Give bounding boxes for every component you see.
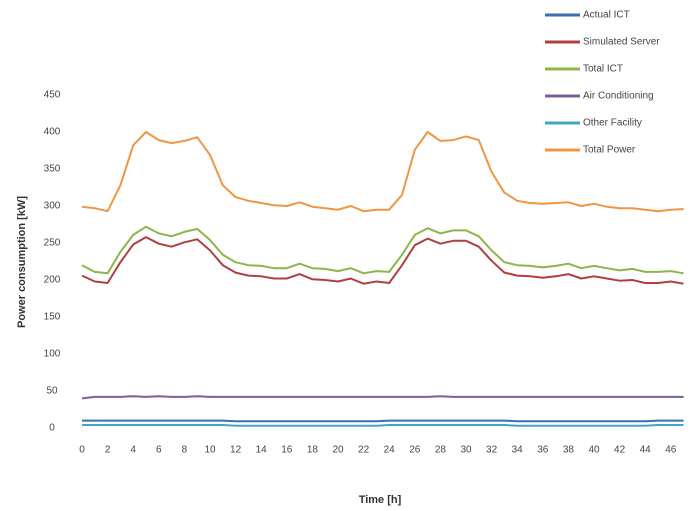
x-tick-label: 44: [640, 445, 652, 456]
x-tick-label: 42: [614, 445, 626, 456]
y-tick-label: 50: [46, 386, 58, 397]
x-tick-label: 30: [460, 445, 472, 456]
x-tick-label: 46: [665, 445, 677, 456]
legend-label: Actual ICT: [583, 10, 630, 21]
x-tick-label: 2: [105, 445, 111, 456]
y-tick-label: 300: [44, 201, 61, 212]
series-line: [82, 424, 684, 427]
y-tick-label: 150: [44, 312, 61, 323]
x-tick-label: 36: [537, 445, 549, 456]
x-tick-label: 20: [332, 445, 344, 456]
y-tick-label: 400: [44, 127, 61, 138]
x-tick-label: 32: [486, 445, 498, 456]
series-line: [81, 225, 684, 275]
y-tick-label: 0: [49, 423, 55, 434]
legend-label: Total Power: [583, 145, 636, 156]
y-tick-label: 100: [44, 349, 61, 360]
x-tick-label: 28: [435, 445, 447, 456]
y-tick-label: 250: [44, 238, 61, 249]
series-line: [81, 131, 684, 213]
x-tick-label: 14: [256, 445, 268, 456]
x-tick-label: 10: [204, 445, 216, 456]
y-axis-title: Power consumption [kW]: [16, 196, 28, 328]
x-tick-label: 8: [182, 445, 188, 456]
series-line: [81, 395, 684, 400]
x-tick-label: 40: [588, 445, 600, 456]
x-tick-label: 16: [281, 445, 293, 456]
legend-label: Air Conditioning: [583, 91, 654, 102]
x-tick-label: 24: [384, 445, 396, 456]
x-tick-label: 34: [512, 445, 524, 456]
x-tick-label: 26: [409, 445, 421, 456]
y-tick-label: 450: [44, 90, 61, 101]
x-tick-label: 6: [156, 445, 162, 456]
x-tick-label: 0: [79, 445, 85, 456]
series-line: [82, 419, 684, 423]
series-line: [81, 236, 684, 285]
y-tick-label: 350: [44, 164, 61, 175]
x-tick-label: 4: [130, 445, 136, 456]
legend-label: Total ICT: [583, 64, 623, 75]
y-tick-label: 200: [44, 275, 61, 286]
legend-label: Other Facility: [583, 118, 642, 129]
x-tick-label: 12: [230, 445, 242, 456]
x-tick-label: 18: [307, 445, 319, 456]
x-tick-label: 38: [563, 445, 575, 456]
x-axis-title: Time [h]: [359, 494, 402, 506]
legend-label: Simulated Server: [583, 37, 660, 48]
x-tick-label: 22: [358, 445, 370, 456]
